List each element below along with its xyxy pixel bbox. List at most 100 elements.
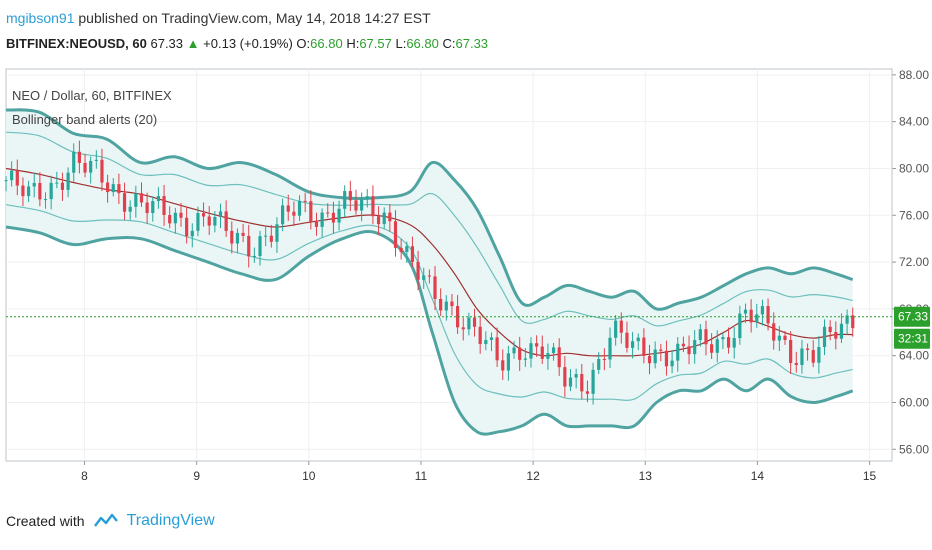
candle-body	[117, 184, 121, 194]
candle-body	[66, 172, 70, 190]
candle-body	[297, 200, 302, 216]
candle-body	[580, 374, 584, 392]
candle-body	[303, 200, 307, 202]
candle-body	[320, 212, 324, 227]
legend-symbol: NEO / Dollar, 60, BITFINEX	[12, 88, 172, 103]
candle-body	[38, 182, 42, 200]
candle-body	[834, 332, 838, 339]
y-tick-label: 84.00	[899, 115, 929, 129]
candle-body	[55, 182, 59, 184]
x-tick-label: 10	[302, 469, 316, 483]
candle-body	[551, 347, 556, 354]
candle-body	[642, 337, 646, 356]
x-tick-label: 15	[863, 469, 877, 483]
price-chart[interactable]: 56.0060.0064.0068.0072.0076.0080.0084.00…	[0, 67, 932, 492]
candle-body	[625, 332, 629, 348]
candle-body	[314, 221, 319, 227]
candle-body	[585, 391, 590, 394]
candle-body	[794, 362, 798, 366]
candle-body	[134, 193, 138, 207]
publish-line: mgibson91 published on TradingView.com, …	[6, 10, 431, 26]
candle-body	[472, 317, 477, 327]
candle-body	[269, 235, 273, 242]
candle-body	[416, 261, 420, 280]
candle-body	[743, 309, 748, 314]
time-tag: 32:31	[894, 328, 930, 349]
high-label: H:	[346, 36, 360, 51]
candle-body	[506, 353, 511, 371]
lower-band-line	[5, 225, 854, 436]
candle-body	[168, 215, 172, 224]
candle-body	[10, 170, 14, 181]
candle-body	[805, 348, 810, 351]
candle-body	[777, 335, 781, 341]
candle-body	[597, 359, 601, 370]
high-value: 67.57	[359, 36, 392, 51]
candle-body	[26, 186, 31, 197]
candle-body	[382, 212, 386, 225]
candle-body	[309, 201, 313, 222]
last-price: 67.33	[150, 36, 184, 51]
chart-area[interactable]: 56.0060.0064.0068.0072.0076.0080.0084.00…	[0, 67, 932, 492]
candle-body	[467, 317, 471, 330]
candle-body	[393, 221, 398, 248]
price-change: +0.13 (+0.19%)	[203, 36, 293, 51]
candle-body	[732, 338, 736, 348]
candle-body	[156, 196, 161, 202]
x-tick-label: 13	[639, 469, 653, 483]
candle-body	[602, 359, 606, 361]
candle-body	[789, 339, 793, 363]
candle-body	[179, 212, 183, 218]
candle-body	[173, 212, 177, 224]
candle-body	[710, 344, 714, 353]
candle-body	[726, 337, 731, 348]
candle-body	[839, 323, 844, 339]
candle-body	[72, 151, 76, 173]
candle-body	[145, 202, 149, 214]
candle-body	[670, 360, 674, 367]
candle-body	[681, 343, 685, 347]
author-link[interactable]: mgibson91	[6, 10, 75, 26]
candle-body	[523, 358, 527, 360]
candle-body	[845, 315, 849, 324]
candle-body	[563, 367, 567, 387]
tradingview-logo-icon	[93, 513, 118, 527]
candle-body	[213, 217, 217, 226]
candle-body	[128, 206, 132, 212]
time-axis[interactable]: 8 9 10 11 12 13 14 15	[81, 461, 877, 483]
candle-body	[224, 211, 228, 231]
candle-body	[94, 159, 98, 161]
candle-body	[653, 349, 657, 364]
tradingview-brand[interactable]: TradingView	[126, 512, 215, 529]
candle-body	[591, 369, 595, 394]
candle-body	[512, 347, 516, 354]
candle-body	[331, 212, 336, 223]
candle-body	[247, 235, 251, 257]
candle-body	[139, 193, 144, 203]
candle-body	[264, 235, 268, 237]
candle-body	[455, 306, 460, 328]
candle-body	[292, 211, 296, 216]
price-axis[interactable]: 56.0060.0064.0068.0072.0076.0080.0084.00…	[892, 68, 929, 456]
candle-body	[427, 275, 431, 277]
candle-body	[258, 236, 262, 256]
candle-body	[60, 182, 65, 190]
x-tick-label: 9	[193, 469, 200, 483]
candle-body	[286, 205, 290, 212]
candle-body	[422, 275, 426, 280]
candle-body	[275, 224, 279, 242]
candle-body	[241, 232, 245, 236]
candle-body	[715, 339, 719, 353]
candle-body	[151, 201, 155, 214]
candle-body	[529, 343, 533, 359]
low-label: L:	[395, 36, 407, 51]
candle-body	[405, 246, 409, 253]
candle-body	[822, 326, 827, 348]
x-tick-label: 8	[81, 469, 88, 483]
close-label: C:	[442, 36, 456, 51]
candle-body	[664, 350, 669, 367]
candle-body	[676, 343, 680, 361]
x-tick-label: 14	[751, 469, 765, 483]
candle-body	[281, 205, 285, 225]
candle-body	[207, 216, 211, 226]
